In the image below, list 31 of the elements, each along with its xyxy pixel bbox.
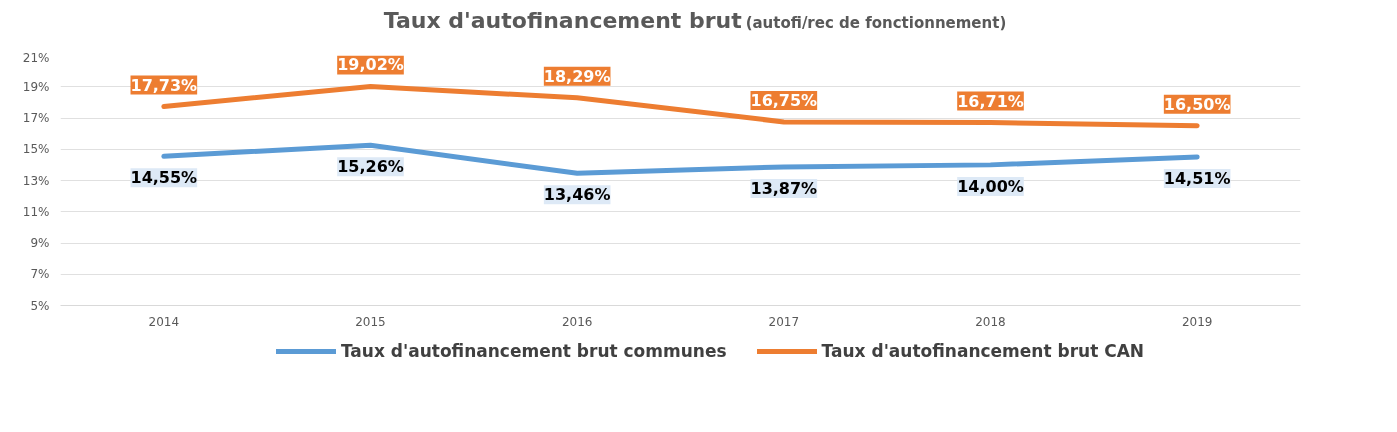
y-tick-label: 9%: [30, 236, 50, 250]
x-tick-label: 2018: [975, 314, 1006, 329]
data-label: 15,26%: [337, 157, 404, 177]
data-label: 14,55%: [130, 168, 198, 188]
data-label: 16,50%: [1163, 94, 1231, 114]
y-tick-label: 19%: [22, 79, 50, 94]
y-tick-label: 13%: [22, 173, 50, 188]
y-tick-label: 17%: [22, 111, 50, 125]
data-label: 16,71%: [957, 91, 1024, 111]
data-label: 13,87%: [750, 178, 818, 198]
x-tick-label: 2016: [561, 314, 593, 329]
data-label: 18,29%: [543, 66, 611, 86]
y-tick-label: 7%: [30, 267, 50, 282]
x-tick-label: 2019: [1181, 314, 1213, 329]
data-label: 19,02%: [337, 55, 404, 75]
chart-title: Taux d'autofinancement brut: [383, 8, 742, 33]
y-tick-label: 21%: [22, 50, 50, 65]
legend-label: Taux d'autofinancement brut CAN: [821, 340, 1145, 361]
data-label: 13,46%: [543, 185, 611, 205]
y-tick-label: 5%: [30, 298, 50, 313]
data-label: 16,75%: [750, 90, 818, 110]
y-tick-label: 11%: [22, 204, 50, 219]
legend-label: Taux d'autofinancement brut communes: [340, 340, 727, 361]
data-label: 17,73%: [130, 75, 198, 95]
x-tick-label: 2017: [768, 314, 800, 329]
chart-subtitle: (autofi/rec de fonctionnement): [745, 14, 1007, 32]
x-tick-label: 2014: [148, 314, 180, 329]
y-tick-label: 15%: [22, 142, 50, 157]
x-tick-label: 2015: [355, 314, 386, 329]
data-label: 14,00%: [957, 176, 1024, 196]
data-label: 14,51%: [1163, 168, 1231, 188]
